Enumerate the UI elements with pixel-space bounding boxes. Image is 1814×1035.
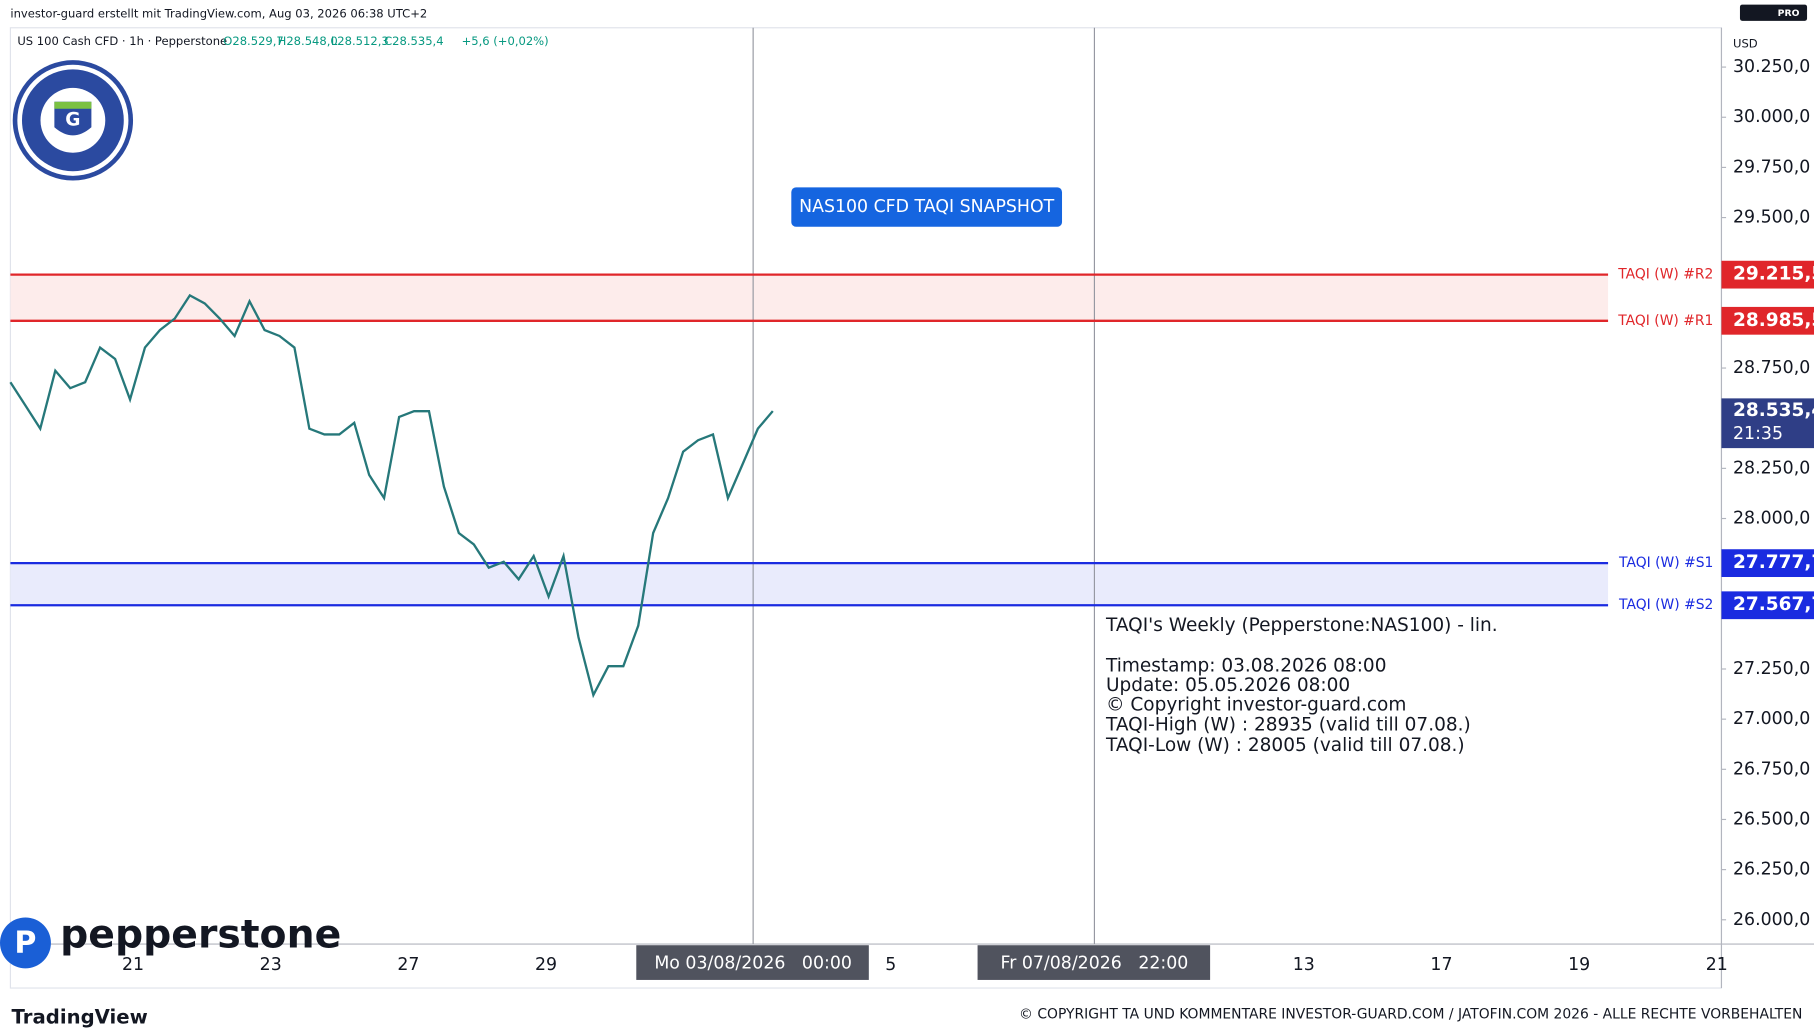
y-tick-label: 30.000,0 — [1733, 107, 1810, 127]
y-tick-label: 26.750,0 — [1733, 759, 1810, 779]
x-tick-label: 17 — [1430, 955, 1452, 975]
y-tick-label: 27.000,0 — [1733, 709, 1810, 729]
x-tick-label: 19 — [1568, 955, 1590, 975]
info-line: TAQI-Low (W) : 28005 (valid till 07.08.) — [1105, 735, 1465, 756]
footer: © COPYRIGHT TA UND KOMMENTARE INVESTOR-G… — [1019, 1007, 1802, 1023]
annotation: NAS100 CFD TAQI SNAPSHOT — [799, 197, 1055, 217]
ohlc-value: H28.548,0 — [278, 34, 338, 48]
x-tick-label: 21 — [122, 955, 144, 975]
broker-name: pepperstone — [60, 912, 341, 958]
x-tick-label: 21 — [1706, 955, 1728, 975]
svg-text:P: P — [14, 926, 36, 961]
level-price-box — [1721, 591, 1814, 620]
pro-logo: PRO — [1739, 4, 1808, 21]
level-price-label: 27.567,7 — [1733, 594, 1814, 615]
crosshair-label-box — [636, 945, 869, 980]
info-line: TAQI's Weekly (Pepperstone:NAS100) - lin… — [1105, 615, 1498, 636]
y-tick-label: 28.250,0 — [1733, 458, 1810, 478]
level-zone — [10, 274, 1609, 321]
ohlc-value: O28.529,7 — [223, 34, 284, 48]
y-tick-label: 28.750,0 — [1733, 358, 1810, 378]
level-price-box — [1721, 549, 1814, 578]
crosshair-label: Mo 03/08/2026 00:00 — [654, 954, 852, 974]
badge-letter: G — [65, 109, 80, 130]
compliance-badge: G — [12, 60, 134, 181]
current-price-label: 28.535,4 — [1733, 400, 1814, 421]
ohlc-value: +5,6 (+0,02%) — [462, 34, 549, 48]
level-price-label: 29.215,5 — [1733, 264, 1814, 285]
y-tick-label: 29.750,0 — [1733, 157, 1810, 177]
y-tick-label: 26.500,0 — [1733, 809, 1810, 829]
ohlc-value: C28.535,4 — [384, 34, 443, 48]
level-price-label: 28.985,5 — [1733, 310, 1814, 331]
y-tick-label: 26.250,0 — [1733, 860, 1810, 880]
y-tick-label: 28.000,0 — [1733, 509, 1810, 529]
price-line — [9, 293, 774, 699]
level-zone — [10, 563, 1609, 606]
level-name: TAQI (W) #S1 — [1618, 555, 1713, 571]
level-price-box — [1721, 306, 1814, 335]
y-tick-label: 27.250,0 — [1733, 659, 1810, 679]
info-line: © Copyright investor-guard.com — [1106, 695, 1406, 716]
x-tick-label: 23 — [260, 955, 282, 975]
x-tick-label: 29 — [535, 955, 557, 975]
countdown: 21:35 — [1733, 424, 1783, 444]
currency: USD — [1733, 36, 1758, 50]
platform-name: TradingView — [12, 1006, 148, 1029]
y-tick-label: 30.250,0 — [1733, 57, 1810, 77]
ohlc-value: L28.512,3 — [331, 34, 389, 48]
level-name: TAQI (W) #R2 — [1617, 267, 1713, 283]
annotation-box — [791, 187, 1063, 227]
y-tick-label: 26.000,0 — [1733, 910, 1810, 930]
info-line: TAQI-High (W) : 28935 (valid till 07.08.… — [1105, 714, 1471, 735]
info-line: Update: 05.05.2026 08:00 — [1106, 675, 1350, 696]
pro-text: PRO — [1778, 8, 1800, 19]
current-price-box — [1721, 398, 1814, 449]
x-tick-label: 27 — [397, 955, 419, 975]
level-name: TAQI (W) #S2 — [1618, 597, 1713, 613]
symbol: US 100 Cash CFD · 1h · Pepperstone — [17, 34, 227, 48]
y-tick-label: 29.500,0 — [1733, 208, 1810, 228]
level-price-box — [1721, 260, 1814, 289]
x-tick-label: 5 — [885, 955, 896, 975]
level-name: TAQI (W) #R1 — [1617, 313, 1713, 329]
pepperstone-logo: P pepperstone — [0, 912, 341, 969]
crosshair-label: Fr 07/08/2026 22:00 — [1000, 954, 1188, 974]
x-tick-label: 13 — [1293, 955, 1315, 975]
level-price-label: 27.777,7 — [1733, 552, 1814, 573]
pane — [9, 27, 1723, 989]
crosshair-label-box — [977, 945, 1211, 980]
header-title: investor-guard erstellt mit TradingView.… — [10, 6, 427, 20]
info-line: Timestamp: 03.08.2026 08:00 — [1105, 655, 1386, 676]
